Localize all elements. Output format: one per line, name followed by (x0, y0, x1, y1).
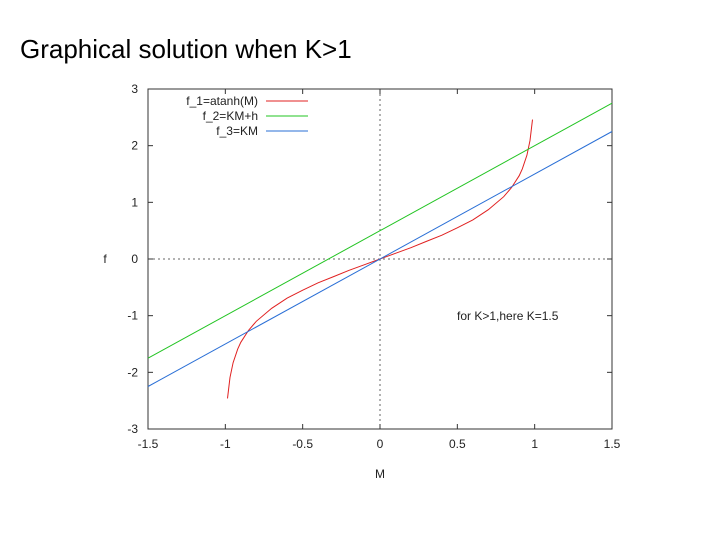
x-tick-label: -0.5 (292, 437, 313, 451)
x-tick-label: 0 (377, 437, 384, 451)
x-tick-label: 1.5 (604, 437, 621, 451)
legend-label: f_2=KM+h (203, 109, 258, 123)
y-tick-label: 2 (131, 139, 138, 153)
y-axis-label: f (103, 252, 107, 266)
legend-label: f_1=atanh(M) (186, 94, 258, 108)
y-tick-label: -1 (127, 309, 138, 323)
x-axis-label: M (375, 467, 385, 481)
y-tick-label: 1 (131, 195, 138, 209)
legend-label: f_3=KM (216, 124, 258, 138)
series-line-2 (147, 102, 613, 359)
y-tick-label: 3 (131, 82, 138, 96)
series-line-3 (147, 131, 613, 387)
slide-title: Graphical solution when K>1 (20, 34, 352, 64)
y-tick-label: 0 (131, 252, 138, 266)
x-tick-label: 1 (531, 437, 538, 451)
y-tick-label: -3 (127, 422, 138, 436)
x-tick-label: 0.5 (449, 437, 466, 451)
x-tick-label: -1.5 (138, 437, 159, 451)
y-tick-label: -2 (127, 365, 138, 379)
chart-annotation: for K>1,here K=1.5 (457, 309, 559, 323)
x-tick-label: -1 (220, 437, 231, 451)
